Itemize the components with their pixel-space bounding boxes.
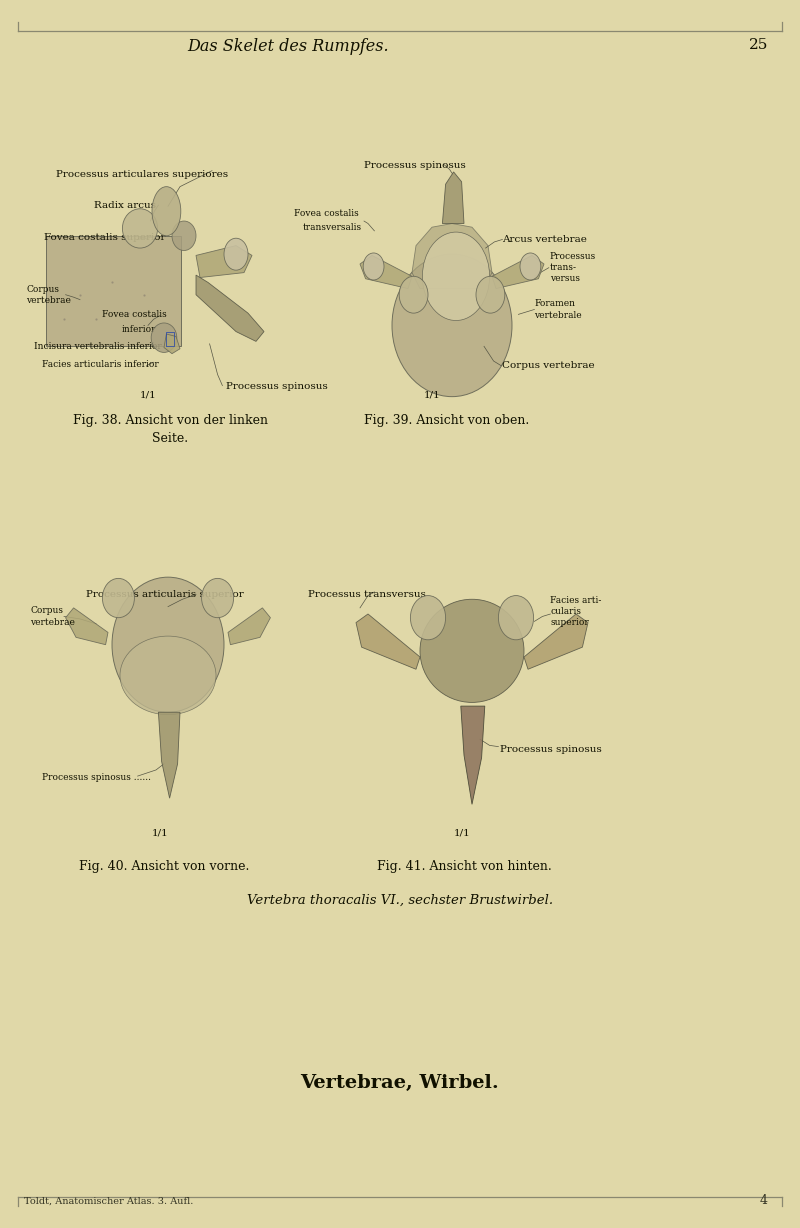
Polygon shape (356, 614, 420, 669)
Text: Corpus
vertebrae: Corpus vertebrae (26, 285, 71, 305)
Text: Foramen
vertebrale: Foramen vertebrale (534, 300, 582, 319)
Text: 1/1: 1/1 (140, 391, 156, 400)
Ellipse shape (399, 276, 428, 313)
Polygon shape (442, 172, 464, 223)
Polygon shape (412, 223, 492, 289)
Ellipse shape (122, 209, 158, 248)
Text: inferior: inferior (122, 324, 156, 334)
Polygon shape (66, 608, 108, 645)
Text: Processus spinosus: Processus spinosus (500, 744, 602, 754)
Text: Radix arcus: Radix arcus (94, 200, 156, 210)
Text: Seite.: Seite. (152, 432, 189, 446)
Text: Fig. 41. Ansicht von hinten.: Fig. 41. Ansicht von hinten. (377, 860, 551, 873)
Text: Processus spinosus: Processus spinosus (226, 382, 327, 392)
Polygon shape (196, 246, 252, 278)
Text: Vertebra thoracalis VI., sechster Brustwirbel.: Vertebra thoracalis VI., sechster Brustw… (247, 894, 553, 907)
Text: 1/1: 1/1 (454, 828, 470, 837)
Text: Corpus
vertebrae: Corpus vertebrae (30, 607, 75, 626)
Text: Fovea costalis: Fovea costalis (102, 309, 166, 319)
Polygon shape (158, 712, 180, 798)
Text: Das Skelet des Rumpfes.: Das Skelet des Rumpfes. (187, 38, 389, 55)
Ellipse shape (422, 232, 490, 321)
Text: Processus
trans-
versus: Processus trans- versus (550, 252, 596, 284)
Polygon shape (360, 255, 412, 289)
Ellipse shape (363, 253, 384, 280)
Text: Processus articulares superiores: Processus articulares superiores (56, 169, 228, 179)
Text: Corpus vertebrae: Corpus vertebrae (502, 361, 595, 371)
Ellipse shape (498, 596, 534, 640)
Text: Incisura vertebralis inferior: Incisura vertebralis inferior (34, 341, 162, 351)
Text: Arcus vertebrae: Arcus vertebrae (502, 235, 587, 244)
Ellipse shape (151, 323, 177, 352)
Text: Fig. 40. Ansicht von vorne.: Fig. 40. Ansicht von vorne. (79, 860, 249, 873)
Text: Fovea costalis: Fovea costalis (294, 209, 359, 219)
Text: 4: 4 (760, 1195, 768, 1207)
Ellipse shape (120, 636, 216, 715)
Text: transversalis: transversalis (302, 222, 362, 232)
Ellipse shape (224, 238, 248, 270)
Ellipse shape (112, 577, 224, 712)
Polygon shape (524, 614, 588, 669)
Text: Vertebrae, Wirbel.: Vertebrae, Wirbel. (301, 1074, 499, 1092)
Ellipse shape (202, 578, 234, 618)
Text: Fig. 39. Ansicht von oben.: Fig. 39. Ansicht von oben. (364, 414, 529, 427)
Text: 1/1: 1/1 (152, 828, 168, 837)
Text: Facies articularis inferior: Facies articularis inferior (42, 360, 159, 370)
Ellipse shape (152, 187, 181, 236)
Text: Processus spinosus: Processus spinosus (364, 161, 466, 171)
Bar (46, 236, 181, 346)
Ellipse shape (476, 276, 505, 313)
Text: 1/1: 1/1 (424, 391, 440, 400)
Polygon shape (492, 255, 544, 289)
Text: Facies arti-
cularis
superior: Facies arti- cularis superior (550, 596, 602, 628)
Ellipse shape (520, 253, 541, 280)
Text: Processus spinosus ......: Processus spinosus ...... (42, 772, 150, 782)
Text: Toldt, Anatomischer Atlas. 3. Aufl.: Toldt, Anatomischer Atlas. 3. Aufl. (24, 1196, 194, 1206)
Polygon shape (228, 608, 270, 645)
Ellipse shape (420, 599, 524, 702)
Polygon shape (461, 706, 485, 804)
Text: 25: 25 (749, 38, 768, 53)
Text: Processus articularis superior: Processus articularis superior (86, 589, 244, 599)
Ellipse shape (410, 596, 446, 640)
Text: Fig. 38. Ansicht von der linken: Fig. 38. Ansicht von der linken (73, 414, 268, 427)
Ellipse shape (172, 221, 196, 251)
Ellipse shape (102, 578, 134, 618)
Polygon shape (196, 275, 264, 341)
Text: Fovea costalis superior: Fovea costalis superior (44, 232, 166, 242)
Ellipse shape (392, 254, 512, 397)
Polygon shape (164, 334, 180, 354)
Text: Processus transversus: Processus transversus (308, 589, 426, 599)
